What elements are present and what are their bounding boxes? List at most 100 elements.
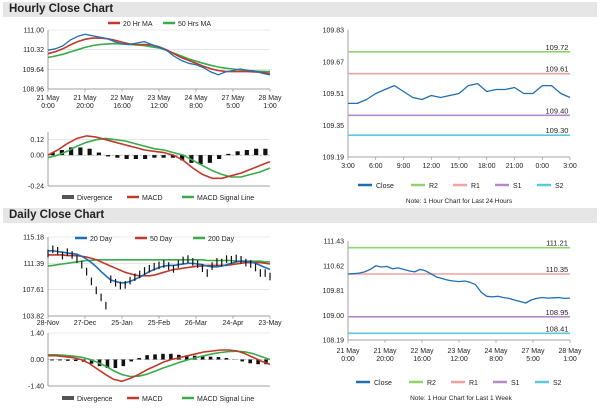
y-tick-label: 109.81 — [323, 288, 345, 295]
chart-note: Note: 1 Hour Chart for Last 1 Week — [410, 395, 513, 402]
divergence-bar — [207, 155, 212, 163]
x-tick-label: 8:00 — [189, 103, 203, 110]
legend-label: MACD Signal Line — [197, 195, 254, 202]
series-line — [348, 82, 571, 105]
x-tick-label: 5:00 — [526, 356, 540, 363]
divergence-bar — [96, 152, 101, 156]
legend-label: MACD — [142, 396, 163, 403]
divergence-bar — [59, 150, 64, 156]
divergence-bar — [264, 359, 268, 365]
legend-label: S1 — [513, 183, 522, 190]
divergence-bar — [226, 153, 231, 156]
level-value-r1: 109.61 — [546, 65, 569, 74]
divergence-bar — [137, 357, 141, 360]
series-line — [347, 265, 571, 304]
y-tick-label: 109.35 — [323, 123, 345, 130]
y-tick-label: 110.62 — [323, 263, 344, 270]
divergence-bar — [256, 359, 260, 365]
y-tick-label: 109.64 — [23, 67, 45, 74]
x-tick-label: 27 May — [222, 95, 245, 102]
y-tick-label: 108.19 — [323, 338, 345, 345]
level-value-s2: 108.41 — [546, 324, 569, 333]
x-tick-label: 24 May — [185, 95, 208, 102]
divergence-bar — [169, 353, 173, 360]
x-tick-label: 12:00 — [450, 356, 468, 363]
series-line — [47, 258, 270, 267]
x-tick-label: 22 May — [411, 348, 434, 355]
x-tick-label: 12:00 — [150, 103, 168, 110]
x-tick-label: 6:00 — [369, 163, 383, 170]
x-tick-label: 0:00 — [341, 356, 355, 363]
y-tick-label: 109.83 — [323, 28, 345, 35]
series-line — [47, 33, 271, 76]
y-tick-label: 103.82 — [23, 314, 45, 321]
legend-label: R1 — [469, 380, 478, 387]
divergence-bar — [198, 155, 203, 165]
level-value-r2: 111.21 — [546, 239, 568, 248]
divergence-bar — [124, 155, 129, 159]
legend-label: Divergence — [77, 396, 113, 403]
x-tick-label: 1:00 — [563, 356, 577, 363]
divergence-bar — [89, 359, 94, 364]
divergence-bar — [216, 357, 221, 360]
series-line — [48, 254, 271, 277]
x-tick-label: 16:00 — [413, 356, 431, 363]
level-value-r1: 110.35 — [546, 265, 568, 274]
x-tick-label: 23 May — [448, 348, 471, 355]
divergence-bar — [244, 150, 249, 156]
y-tick-label: 109.19 — [323, 155, 345, 162]
legend-swatch — [62, 396, 74, 400]
legend-label: Close — [374, 380, 392, 387]
y-tick-label: 0.00 — [30, 153, 44, 160]
y-tick-label: 109.67 — [323, 59, 345, 66]
divergence-bar — [87, 148, 92, 156]
x-tick-label: 27 May — [522, 348, 545, 355]
divergence-bar — [152, 155, 157, 158]
divergence-bar — [66, 359, 70, 361]
x-tick-label: 12:00 — [422, 163, 440, 170]
x-tick-label: 1:00 — [263, 103, 277, 110]
divergence-bar — [106, 155, 111, 157]
legend-label: 50 Hrs MA — [178, 21, 211, 28]
divergence-bar — [115, 155, 120, 158]
divergence-bar — [105, 359, 110, 369]
divergence-bar — [235, 151, 240, 156]
x-tick-label: 0:00 — [535, 163, 549, 170]
divergence-bar — [50, 152, 55, 156]
divergence-bar — [153, 354, 157, 360]
divergence-bar — [133, 155, 138, 159]
legend-label: 20 Day — [90, 236, 113, 243]
y-tick-label: 111.00 — [24, 28, 44, 35]
x-tick-label: 21 May — [337, 348, 360, 355]
x-tick-label: 21:00 — [506, 163, 524, 170]
series-line — [48, 349, 271, 383]
x-tick-label: 8:00 — [489, 356, 503, 363]
x-tick-label: 25-Feb — [148, 320, 170, 327]
x-tick-label: 3:00 — [563, 163, 577, 170]
y-tick-label: 0.00 — [30, 357, 44, 364]
legend-label: R1 — [471, 183, 480, 190]
legend-label: MACD Signal Line — [197, 396, 254, 403]
x-tick-label: 9:00 — [397, 163, 411, 170]
divergence-bar — [170, 155, 175, 158]
y-tick-label: 109.00 — [323, 313, 345, 320]
divergence-bar — [113, 359, 118, 369]
y-tick-label: 111.43 — [324, 239, 344, 246]
level-value-s1: 109.40 — [546, 106, 569, 115]
y-tick-label: 111.39 — [24, 261, 44, 268]
level-value-s1: 108.95 — [546, 308, 569, 317]
legend-label: R2 — [429, 183, 438, 190]
x-tick-label: 21 May — [37, 95, 60, 102]
divergence-bar — [161, 155, 166, 158]
x-tick-label: 20:00 — [376, 356, 394, 363]
daily-section-title: Daily Close Chart — [3, 208, 597, 223]
divergence-bar — [217, 155, 222, 159]
x-tick-label: 18:00 — [478, 163, 496, 170]
y-tick-label: 0.12 — [30, 137, 44, 144]
divergence-bar — [184, 355, 189, 360]
x-tick-label: 5:00 — [226, 103, 240, 110]
x-tick-label: 28 May — [259, 95, 282, 102]
divergence-bar — [69, 147, 74, 156]
y-tick-label: -0.24 — [28, 184, 44, 191]
x-tick-label: 15:00 — [450, 163, 468, 170]
